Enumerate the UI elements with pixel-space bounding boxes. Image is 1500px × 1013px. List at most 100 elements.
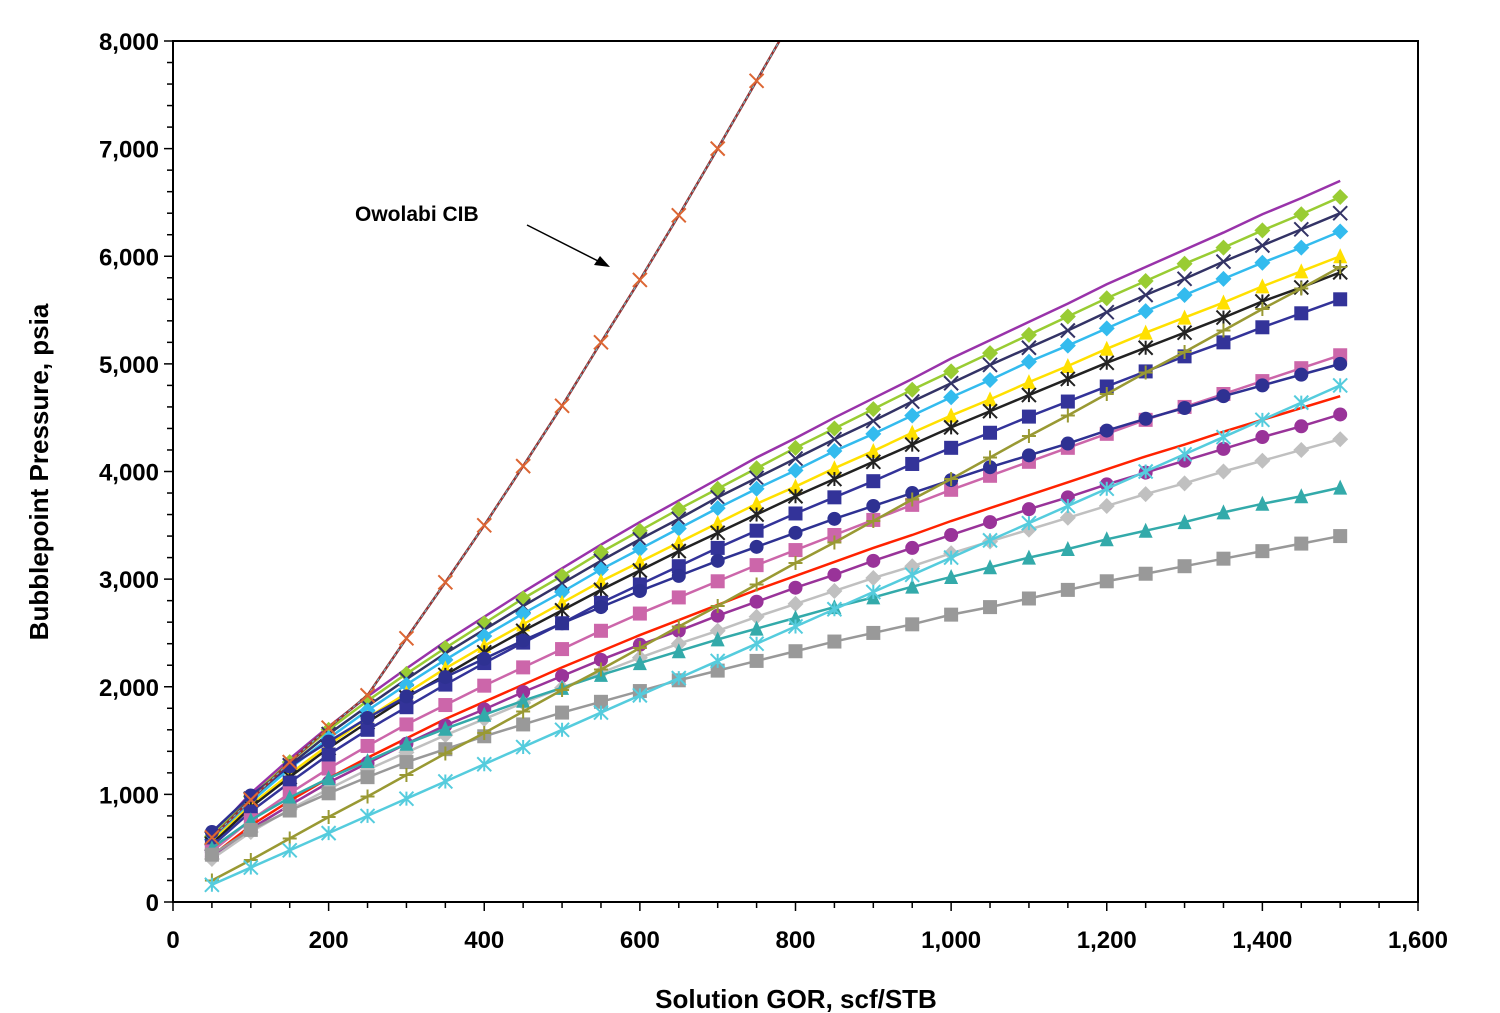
data-point <box>204 829 220 846</box>
data-point <box>1255 320 1270 335</box>
data-point <box>866 514 881 529</box>
data-point <box>749 594 764 609</box>
data-point <box>788 609 803 625</box>
series-line <box>211 195 1341 838</box>
data-point <box>1333 479 1348 495</box>
data-point <box>476 628 493 645</box>
series-13 <box>204 529 1348 862</box>
data-point <box>321 747 336 762</box>
data-point <box>943 375 959 391</box>
data-point <box>1176 446 1193 462</box>
data-point <box>516 685 531 700</box>
data-point <box>321 786 336 801</box>
data-point <box>593 600 608 615</box>
data-point <box>1060 436 1075 451</box>
data-point <box>1294 488 1309 504</box>
data-point <box>477 726 492 741</box>
data-point <box>1138 522 1153 538</box>
data-point <box>554 398 570 414</box>
y-tick-label: 2,000 <box>99 675 159 702</box>
data-point <box>749 620 764 636</box>
y-tick-label: 7,000 <box>99 137 159 164</box>
data-point <box>438 670 453 685</box>
data-point <box>670 520 687 537</box>
data-point <box>671 643 686 659</box>
data-point <box>709 653 726 669</box>
data-point <box>1255 378 1270 393</box>
x-axis-title: Solution GOR, scf/STB <box>655 984 937 1013</box>
data-point <box>670 501 687 518</box>
data-point <box>243 788 258 803</box>
data-point <box>282 789 297 805</box>
data-point <box>983 460 998 475</box>
data-point <box>710 608 725 623</box>
data-point <box>1099 340 1114 356</box>
data-point <box>983 391 998 407</box>
data-point <box>1176 475 1193 492</box>
data-point <box>204 877 220 893</box>
data-point <box>671 534 686 550</box>
data-point <box>709 489 726 506</box>
data-point <box>1059 509 1076 526</box>
data-point <box>1215 253 1232 270</box>
data-point <box>787 450 804 467</box>
series-layer <box>203 6 1349 893</box>
data-point <box>749 577 764 592</box>
data-point <box>748 73 765 89</box>
data-point <box>1137 303 1154 320</box>
data-point <box>748 506 765 523</box>
data-point <box>631 540 648 557</box>
data-point <box>1293 441 1310 458</box>
series-line-overlay <box>211 41 781 838</box>
data-point <box>982 403 998 419</box>
data-point <box>748 635 765 652</box>
data-point <box>789 6 803 20</box>
data-point <box>438 720 453 736</box>
data-point <box>1099 423 1114 438</box>
data-point <box>1216 294 1231 310</box>
data-point <box>1099 481 1115 497</box>
data-point <box>593 694 608 709</box>
data-point <box>865 413 882 429</box>
data-point <box>1333 248 1348 264</box>
data-point <box>1254 222 1271 239</box>
data-point <box>1294 306 1309 321</box>
data-point <box>593 553 609 569</box>
data-point <box>749 539 764 554</box>
data-point <box>866 474 881 489</box>
data-point <box>709 140 726 157</box>
data-point <box>1099 304 1115 320</box>
data-point <box>243 859 259 876</box>
series-14 <box>204 260 1348 888</box>
series-11 <box>203 431 1349 867</box>
series-16 <box>204 6 803 846</box>
data-point <box>943 419 959 436</box>
data-point <box>1099 379 1114 394</box>
data-point <box>827 535 842 550</box>
data-point <box>1332 377 1348 394</box>
data-point <box>1333 292 1348 307</box>
data-point <box>515 458 531 474</box>
data-point <box>1176 324 1193 341</box>
data-point <box>787 618 804 635</box>
data-point <box>1215 270 1232 287</box>
data-point <box>477 706 492 722</box>
data-point <box>788 580 803 595</box>
series-15 <box>204 377 1348 893</box>
data-point <box>1176 255 1193 272</box>
data-point <box>1138 411 1153 426</box>
data-point <box>866 443 881 459</box>
data-point <box>1255 301 1270 316</box>
series-line <box>211 438 1341 860</box>
data-point <box>943 549 959 566</box>
data-point <box>1176 286 1193 303</box>
data-point <box>787 462 804 479</box>
data-point <box>1332 189 1349 206</box>
data-point <box>1255 430 1270 445</box>
data-point <box>1060 408 1075 423</box>
data-point <box>904 436 920 453</box>
data-point <box>866 498 881 513</box>
annotation-label: Owolabi CIB <box>355 203 479 226</box>
data-point <box>1254 452 1271 469</box>
